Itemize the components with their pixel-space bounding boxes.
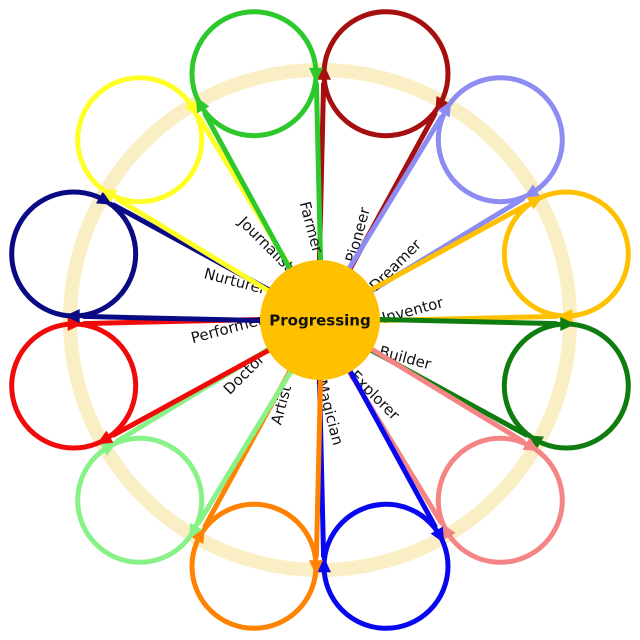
petal-loop-explorer — [435, 435, 565, 565]
loop-arrow-icon — [309, 67, 323, 83]
loop-arrow-icon — [100, 188, 118, 203]
loop-arrow-icon — [188, 522, 203, 540]
loop-arrow-icon — [191, 527, 205, 544]
center-hub — [260, 260, 380, 380]
petal-loop-doctor — [75, 435, 205, 565]
loop-arrow-icon — [195, 96, 210, 114]
loop-arrow-icon — [437, 100, 452, 118]
loop-arrow-icon — [317, 557, 331, 573]
loop-arrow-icon — [96, 430, 114, 445]
loop-arrow-icon — [317, 64, 331, 80]
loop-arrow-icon — [435, 96, 449, 113]
center-label: Progressing — [269, 312, 370, 330]
petal-label-performer: Performer — [189, 310, 266, 347]
loop-arrow-icon — [523, 184, 540, 198]
loop-arrow-icon — [64, 309, 80, 323]
loop-arrow-icon — [309, 560, 323, 576]
loop-arrow-icon — [96, 191, 113, 205]
loop-arrow-icon — [526, 195, 544, 210]
loop-arrow-icon — [67, 317, 83, 331]
loop-arrow-icon — [184, 100, 198, 117]
loop-arrow-icon — [100, 442, 117, 456]
loop-arrow-icon — [527, 435, 544, 449]
petal-loop-dreamer — [435, 75, 565, 205]
loop-arrow-icon — [557, 309, 573, 323]
loop-arrow-icon — [442, 523, 456, 540]
loop-arrow-icon — [560, 317, 576, 331]
loop-arrow-icon — [522, 437, 540, 452]
petal-loop-journalist — [75, 75, 205, 205]
loop-arrow-icon — [430, 526, 445, 544]
